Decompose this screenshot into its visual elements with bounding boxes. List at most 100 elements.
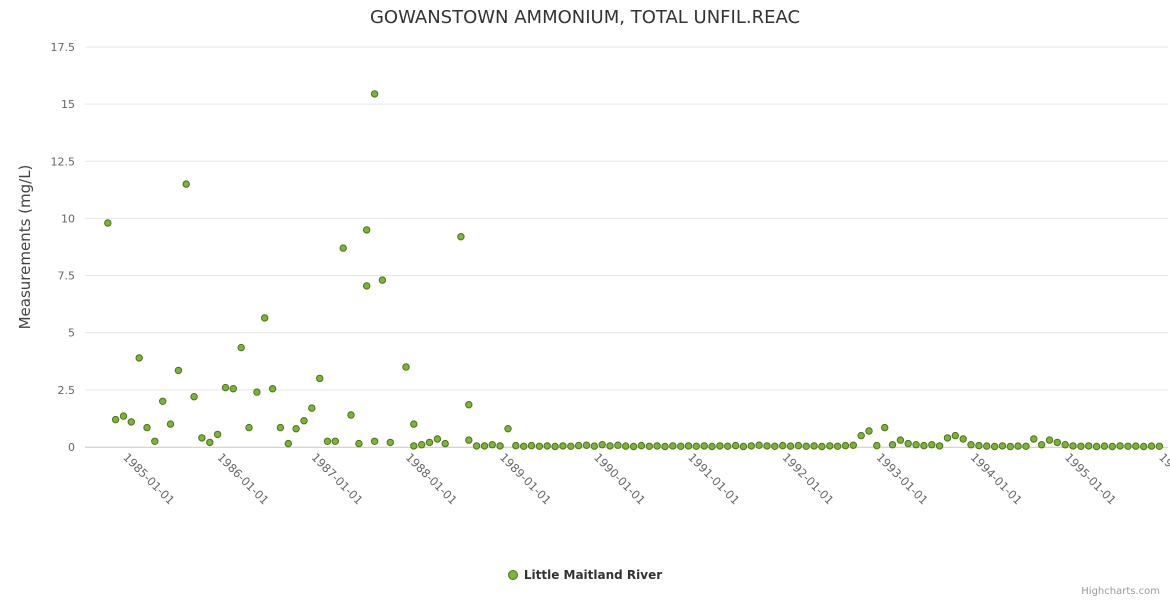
data-point[interactable] — [504, 425, 512, 433]
data-point[interactable] — [512, 441, 520, 450]
data-point[interactable] — [370, 90, 379, 98]
data-point[interactable] — [739, 442, 748, 451]
data-point[interactable] — [1092, 442, 1101, 451]
data-point[interactable] — [535, 442, 544, 450]
data-point[interactable] — [276, 423, 285, 432]
data-point[interactable] — [1147, 442, 1156, 450]
data-point[interactable] — [543, 442, 551, 450]
data-point[interactable] — [763, 442, 771, 450]
data-point[interactable] — [166, 420, 175, 428]
data-point[interactable] — [386, 438, 394, 447]
data-point[interactable] — [1030, 435, 1038, 443]
data-point[interactable] — [669, 442, 677, 450]
data-point[interactable] — [127, 418, 136, 426]
data-point[interactable] — [1100, 442, 1109, 450]
data-point[interactable] — [300, 417, 308, 425]
data-point[interactable] — [849, 441, 857, 449]
data-point[interactable] — [928, 441, 936, 449]
data-point[interactable] — [606, 442, 614, 450]
data-point[interactable] — [873, 441, 881, 450]
data-point[interactable] — [888, 441, 897, 449]
data-point[interactable] — [410, 442, 418, 450]
data-point[interactable] — [198, 434, 206, 442]
data-point[interactable] — [645, 442, 653, 450]
data-point[interactable] — [151, 437, 159, 445]
data-point[interactable] — [488, 441, 496, 449]
data-point[interactable] — [159, 397, 167, 405]
data-point[interactable] — [708, 442, 716, 451]
data-point[interactable] — [253, 388, 261, 396]
data-point[interactable] — [975, 441, 983, 450]
data-point[interactable] — [881, 423, 889, 432]
data-point[interactable] — [1155, 442, 1164, 450]
data-point[interactable] — [841, 441, 850, 450]
data-point[interactable] — [857, 431, 865, 440]
data-point[interactable] — [1085, 442, 1093, 450]
data-point[interactable] — [182, 180, 190, 188]
data-point[interactable] — [1014, 442, 1022, 450]
data-point[interactable] — [771, 442, 779, 450]
data-point[interactable] — [567, 442, 575, 450]
data-point[interactable] — [119, 412, 128, 420]
data-point[interactable] — [582, 441, 591, 449]
data-point[interactable] — [261, 314, 269, 322]
data-point[interactable] — [292, 425, 300, 433]
data-point[interactable] — [802, 442, 810, 450]
data-point[interactable] — [1132, 442, 1140, 450]
data-point[interactable] — [339, 244, 347, 252]
data-point[interactable] — [433, 435, 442, 443]
data-point[interactable] — [135, 354, 143, 362]
data-point[interactable] — [480, 442, 489, 450]
data-point[interactable] — [896, 436, 905, 444]
data-point[interactable] — [363, 226, 371, 234]
data-point[interactable] — [1124, 442, 1132, 450]
data-point[interactable] — [716, 442, 724, 450]
data-point[interactable] — [935, 442, 944, 450]
data-point[interactable] — [951, 431, 959, 440]
data-point[interactable] — [323, 437, 332, 445]
data-point[interactable] — [1022, 442, 1030, 450]
data-point[interactable] — [943, 434, 952, 442]
data-point[interactable] — [221, 383, 230, 392]
data-point[interactable] — [998, 442, 1007, 450]
data-point[interactable] — [465, 401, 473, 409]
data-point[interactable] — [1037, 441, 1046, 449]
data-point[interactable] — [229, 385, 238, 393]
data-point[interactable] — [410, 420, 418, 428]
data-point[interactable] — [378, 276, 387, 284]
data-point[interactable] — [700, 442, 708, 450]
data-point[interactable] — [418, 441, 426, 449]
data-point[interactable] — [692, 442, 700, 450]
data-point[interactable] — [967, 441, 975, 449]
highcharts-credits-link[interactable]: Highcharts.com — [1081, 586, 1160, 597]
data-point[interactable] — [614, 441, 622, 449]
data-point[interactable] — [347, 411, 355, 419]
data-point[interactable] — [425, 438, 434, 447]
data-point[interactable] — [1108, 442, 1117, 451]
data-point[interactable] — [677, 442, 685, 450]
data-point[interactable] — [590, 442, 598, 450]
data-point[interactable] — [598, 441, 606, 449]
data-point[interactable] — [331, 437, 339, 445]
data-point[interactable] — [174, 366, 183, 375]
data-point[interactable] — [684, 442, 693, 450]
data-point[interactable] — [472, 442, 481, 450]
data-point[interactable] — [747, 442, 755, 450]
data-point[interactable] — [1077, 442, 1085, 450]
data-point[interactable] — [213, 430, 222, 439]
data-point[interactable] — [622, 442, 630, 450]
data-point[interactable] — [1061, 441, 1069, 449]
data-point[interactable] — [245, 423, 253, 432]
data-point[interactable] — [637, 441, 646, 450]
data-point[interactable] — [920, 441, 928, 450]
data-point[interactable] — [206, 438, 214, 447]
data-point[interactable] — [810, 442, 818, 450]
data-point[interactable] — [983, 442, 991, 450]
data-point[interactable] — [833, 442, 842, 450]
legend[interactable]: Little Maitland River — [0, 568, 1170, 582]
data-point[interactable] — [629, 442, 638, 451]
data-point[interactable] — [865, 427, 873, 435]
data-point[interactable] — [786, 442, 795, 450]
data-point[interactable] — [724, 442, 732, 450]
data-point[interactable] — [551, 442, 559, 451]
